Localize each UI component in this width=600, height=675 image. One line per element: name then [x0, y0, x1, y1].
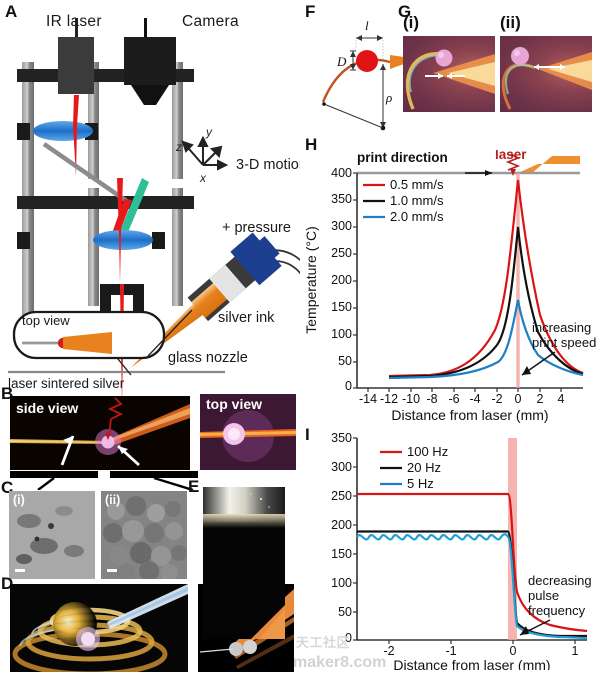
- svg-text:1: 1: [572, 644, 579, 658]
- svg-text:Temperature (°C): Temperature (°C): [303, 226, 319, 334]
- svg-text:150: 150: [331, 547, 352, 561]
- svg-text:decreasing: decreasing: [528, 573, 592, 588]
- svg-text:0: 0: [345, 379, 352, 393]
- svg-text:frequency: frequency: [528, 603, 586, 618]
- svg-text:-8: -8: [426, 392, 437, 406]
- svg-text:D: D: [336, 54, 347, 69]
- svg-text:l: l: [365, 18, 369, 33]
- svg-text:100: 100: [331, 576, 352, 590]
- svg-text:0: 0: [510, 644, 517, 658]
- svg-text:300: 300: [331, 460, 352, 474]
- svg-text:-6: -6: [448, 392, 459, 406]
- svg-text:top view: top view: [22, 313, 70, 328]
- svg-text:3-D motion: 3-D motion: [236, 157, 300, 173]
- svg-text:2.0 mm/s: 2.0 mm/s: [390, 209, 444, 224]
- svg-text:x: x: [199, 171, 207, 185]
- svg-text:increasing: increasing: [532, 320, 591, 335]
- svg-text:0: 0: [515, 392, 522, 406]
- svg-text:+ pressure: + pressure: [222, 220, 291, 236]
- svg-text:print speed: print speed: [532, 335, 596, 350]
- svg-text:250: 250: [331, 489, 352, 503]
- svg-text:50: 50: [338, 354, 352, 368]
- svg-text:150: 150: [331, 300, 352, 314]
- svg-text:pulse: pulse: [528, 588, 559, 603]
- svg-text:-4: -4: [469, 392, 480, 406]
- svg-text:-14: -14: [359, 392, 377, 406]
- svg-text:silver ink: silver ink: [218, 310, 275, 326]
- svg-text:300: 300: [331, 219, 352, 233]
- svg-text:200: 200: [331, 273, 352, 287]
- svg-text:-1: -1: [445, 644, 456, 658]
- svg-text:400: 400: [331, 166, 352, 180]
- svg-text:ρ: ρ: [385, 90, 392, 105]
- svg-text:z: z: [175, 140, 182, 154]
- svg-text:-12: -12: [380, 392, 398, 406]
- svg-text:250: 250: [331, 246, 352, 260]
- svg-text:-2: -2: [491, 392, 502, 406]
- svg-text:100 Hz: 100 Hz: [407, 444, 448, 459]
- svg-text:1.0 mm/s: 1.0 mm/s: [390, 193, 444, 208]
- svg-text:100: 100: [331, 327, 352, 341]
- svg-text:5 Hz: 5 Hz: [407, 476, 434, 491]
- svg-text:-10: -10: [402, 392, 420, 406]
- svg-text:y: y: [205, 125, 213, 139]
- svg-text:glass nozzle: glass nozzle: [168, 350, 248, 366]
- svg-text:2: 2: [537, 392, 544, 406]
- svg-text:20 Hz: 20 Hz: [407, 460, 441, 475]
- svg-text:350: 350: [331, 431, 352, 445]
- svg-text:4: 4: [558, 392, 565, 406]
- svg-text:200: 200: [331, 518, 352, 532]
- svg-text:50: 50: [338, 605, 352, 619]
- svg-text:350: 350: [331, 192, 352, 206]
- svg-text:print direction: print direction: [357, 150, 448, 165]
- svg-text:0.5 mm/s: 0.5 mm/s: [390, 177, 444, 192]
- svg-text:laser sintered silver: laser sintered silver: [8, 376, 125, 391]
